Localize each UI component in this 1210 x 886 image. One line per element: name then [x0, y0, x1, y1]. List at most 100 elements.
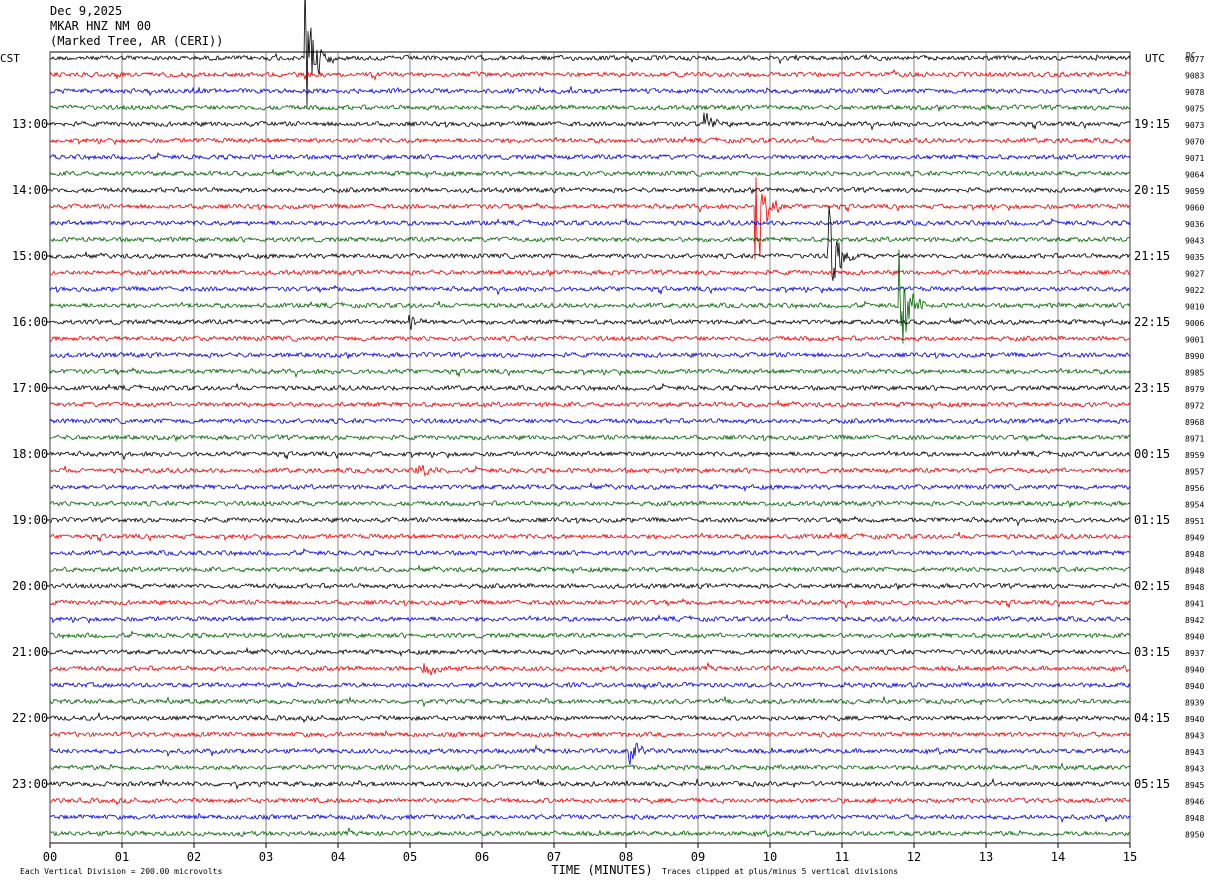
seismic-trace [49, 812, 1131, 824]
dc-offset-label: 8985 [1185, 369, 1204, 378]
dc-offset-label: 9073 [1185, 121, 1204, 130]
seismic-trace [49, 177, 1131, 260]
seismic-trace [49, 367, 1131, 379]
left-hour-label: 18:00 [12, 447, 48, 461]
x-tick-label: 10 [763, 850, 777, 864]
dc-offset-label: 9075 [1185, 105, 1204, 114]
seismic-trace [49, 236, 1131, 243]
dc-offset-label: 8956 [1185, 484, 1204, 493]
dc-offset-label: 9070 [1185, 138, 1204, 147]
right-hour-label: 02:15 [1134, 579, 1170, 593]
seismic-trace [49, 500, 1131, 509]
left-hour-label: 23:00 [12, 777, 48, 791]
x-tick-label: 04 [331, 850, 345, 864]
seismic-trace [49, 315, 1131, 330]
seismic-trace [49, 646, 1131, 658]
dc-offset-label: 9043 [1185, 237, 1204, 246]
seismic-trace [49, 564, 1131, 575]
dc-offset-label: 8949 [1185, 534, 1204, 543]
right-hour-label: 04:15 [1134, 711, 1170, 725]
right-hour-label: 20:15 [1134, 183, 1170, 197]
dc-offset-label: 9022 [1185, 286, 1204, 295]
seismic-trace [49, 515, 1131, 527]
location-label: (Marked Tree, AR (CERI)) [50, 34, 224, 48]
seismic-trace [49, 433, 1131, 443]
seismic-trace [49, 826, 1131, 838]
dc-offset-label: 9001 [1185, 336, 1204, 345]
footer-right-note: Traces clipped at plus/minus 5 vertical … [662, 867, 899, 876]
dc-offset-label: 8945 [1185, 781, 1204, 790]
dc-offset-label: 9036 [1185, 220, 1204, 229]
seismic-trace [49, 351, 1131, 360]
plot-frame [49, 51, 1131, 844]
seismic-trace [49, 269, 1131, 278]
seismic-trace [49, 796, 1131, 806]
dc-offset-label: 8990 [1185, 352, 1204, 361]
dc-offset-label: 8948 [1185, 583, 1204, 592]
seismic-trace [49, 661, 1131, 676]
x-tick-label: 12 [907, 850, 921, 864]
x-tick-label: 05 [403, 850, 417, 864]
seismic-trace [50, 0, 1131, 108]
station-label: MKAR HNZ NM 00 [50, 19, 152, 33]
right-hour-label: 00:15 [1134, 447, 1170, 461]
left-hour-label: 22:00 [12, 711, 48, 725]
dc-offset-label: 9060 [1185, 204, 1204, 213]
dc-offset-label: 8954 [1185, 501, 1204, 510]
dc-offset-label: 8971 [1185, 435, 1204, 444]
x-tick-label: 02 [187, 850, 201, 864]
seismic-trace [49, 112, 1131, 131]
left-hour-label: 17:00 [12, 381, 48, 395]
dc-offset-label: 9078 [1185, 88, 1204, 97]
seismic-trace [49, 449, 1131, 461]
dc-offset-label: 9010 [1185, 303, 1204, 312]
left-hour-label: 20:00 [12, 579, 48, 593]
dc-offset-label: 8940 [1185, 633, 1204, 642]
seismic-trace [49, 417, 1131, 425]
seismic-trace [49, 382, 1131, 392]
seismic-trace [49, 762, 1131, 773]
right-axis-label: UTC [1145, 52, 1165, 65]
left-hour-label: 14:00 [12, 183, 48, 197]
dc-offset-label: 8950 [1185, 831, 1204, 840]
seismic-trace [49, 217, 1131, 227]
dc-offset-label: 8948 [1185, 550, 1204, 559]
right-hour-label: 05:15 [1134, 777, 1170, 791]
left-axis-label: CST [0, 52, 20, 65]
dc-offset-label: 8979 [1185, 385, 1204, 394]
seismic-trace [49, 86, 1131, 97]
seismic-trace [49, 547, 1131, 557]
seismic-trace [49, 464, 1131, 478]
seismic-trace [49, 695, 1131, 708]
seismic-trace [49, 481, 1131, 493]
seismic-trace [49, 335, 1131, 342]
seismic-trace [49, 531, 1131, 542]
dc-offset-label: 8942 [1185, 616, 1204, 625]
dc-offset-label: 9071 [1185, 154, 1204, 163]
seismic-trace [49, 186, 1131, 195]
x-tick-label: 07 [547, 850, 561, 864]
x-tick-label: 09 [691, 850, 705, 864]
seismic-trace [49, 135, 1131, 146]
seismic-trace [49, 284, 1131, 296]
seismic-trace [49, 582, 1131, 591]
footer-left-note: Each Vertical Division = 200.00 microvol… [20, 867, 223, 876]
x-tick-label: 00 [43, 850, 57, 864]
dc-offset-label: 8959 [1185, 451, 1204, 460]
left-hour-label: 19:00 [12, 513, 48, 527]
right-hour-label: 03:15 [1134, 645, 1170, 659]
seismic-trace [49, 730, 1131, 738]
x-tick-label: 08 [619, 850, 633, 864]
dc-offset-label: 8937 [1185, 649, 1204, 658]
seismic-trace [49, 681, 1131, 691]
right-hour-label: 23:15 [1134, 381, 1170, 395]
left-hour-label: 21:00 [12, 645, 48, 659]
dc-offset-label: 8948 [1185, 567, 1204, 576]
right-hour-label: 19:15 [1134, 117, 1170, 131]
dc-offset-label: 8940 [1185, 682, 1204, 691]
seismic-trace [49, 399, 1131, 410]
dc-offset-label: 9035 [1185, 253, 1204, 262]
dc-offset-label: 8941 [1185, 600, 1204, 609]
dc-offset-label: 8939 [1185, 699, 1204, 708]
seismic-trace [49, 151, 1131, 161]
